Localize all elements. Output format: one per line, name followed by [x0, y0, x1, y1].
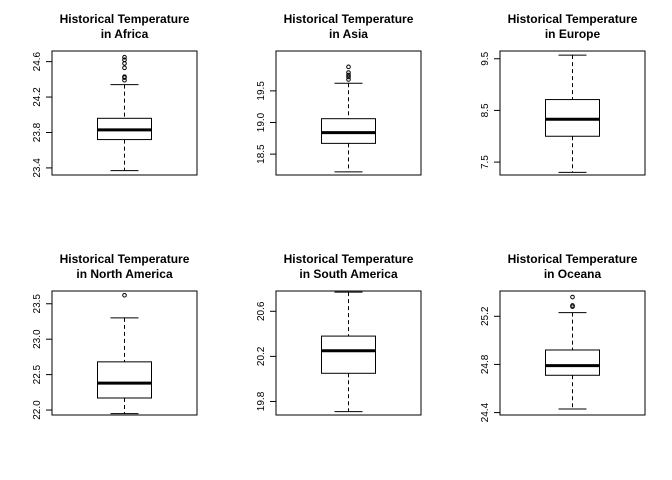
- y-tick-label: 22.0: [32, 400, 43, 420]
- y-tick-label: 8.5: [480, 103, 491, 117]
- outlier-point: [122, 65, 127, 71]
- outlier-point: [346, 74, 351, 80]
- outlier-point: [570, 294, 575, 300]
- y-tick-label: 24.2: [32, 87, 43, 107]
- panel-title-line: Historical Temperature: [508, 252, 638, 266]
- outlier-point: [346, 72, 351, 78]
- panel-title-line: Historical Temperature: [284, 12, 414, 26]
- iqr-box: [545, 349, 600, 376]
- y-tick-label: 23.4: [32, 158, 43, 178]
- y-tick-label: 20.2: [256, 346, 267, 366]
- outlier-point: [122, 54, 127, 60]
- outlier-point: [346, 70, 351, 75]
- y-tick-label: 9.5: [480, 51, 491, 65]
- panel-title-line: in Oceana: [544, 267, 602, 281]
- panel-title-line: Historical Temperature: [60, 252, 190, 266]
- panel-title-line: in North America: [76, 267, 173, 281]
- iqr-box: [321, 118, 376, 144]
- y-tick-label: 19.5: [256, 81, 267, 101]
- y-tick-label: 20.6: [256, 301, 267, 321]
- panel-title-line: in Asia: [329, 27, 368, 41]
- outlier-point: [122, 57, 127, 63]
- y-tick-label: 19.0: [256, 112, 267, 132]
- y-tick-label: 24.6: [32, 51, 43, 71]
- panel-title-line: Historical Temperature: [284, 252, 414, 266]
- y-tick-label: 24.8: [480, 354, 491, 374]
- panel-title-line: in South America: [299, 267, 398, 281]
- panel-title-line: Historical Temperature: [508, 12, 638, 26]
- y-tick-label: 19.8: [256, 391, 267, 411]
- panel-title-line: in Europe: [545, 27, 601, 41]
- y-tick-label: 23.0: [32, 329, 43, 349]
- outlier-point: [346, 77, 351, 82]
- y-tick-label: 23.8: [32, 122, 43, 142]
- y-tick-label: 22.5: [32, 364, 43, 384]
- y-tick-label: 7.5: [480, 155, 491, 169]
- y-tick-label: 23.5: [32, 294, 43, 314]
- panel-title-line: in Africa: [101, 27, 149, 41]
- outlier-point: [122, 292, 127, 298]
- outlier-point: [570, 303, 575, 308]
- outlier-point: [122, 74, 127, 79]
- iqr-box: [97, 361, 152, 399]
- iqr-box: [321, 335, 376, 374]
- panel-title-line: Historical Temperature: [60, 12, 190, 26]
- y-tick-label: 24.4: [480, 402, 491, 422]
- y-tick-label: 18.5: [256, 144, 267, 164]
- y-tick-label: 25.2: [480, 306, 491, 326]
- outlier-point: [346, 64, 351, 70]
